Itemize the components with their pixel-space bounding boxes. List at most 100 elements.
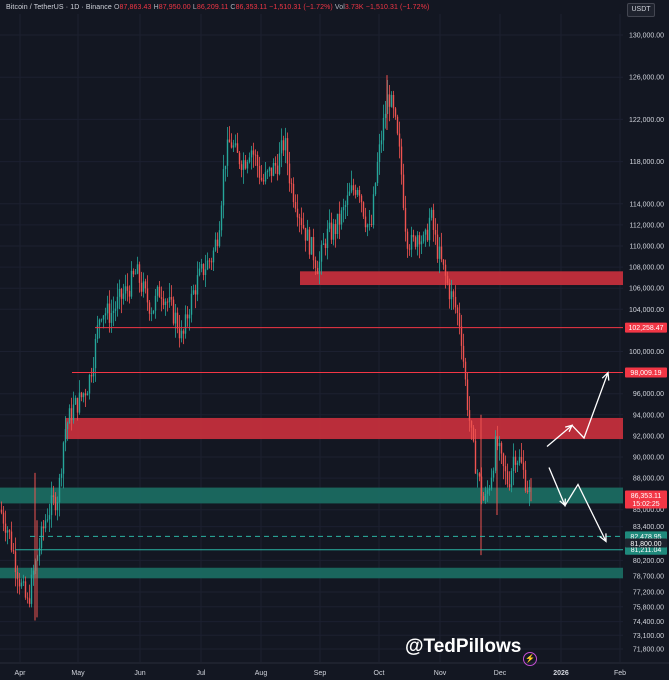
candle-body	[388, 94, 391, 107]
candle-body	[394, 108, 397, 117]
candle-body	[526, 490, 529, 493]
candle-body	[50, 495, 53, 516]
candle-body	[522, 462, 525, 470]
candle-body	[174, 312, 177, 324]
candle-body	[520, 456, 523, 463]
candle-body	[62, 442, 65, 474]
candle-body	[282, 140, 285, 151]
candle-body	[96, 325, 99, 339]
arrow-bearish	[548, 467, 607, 543]
candle-body	[416, 235, 419, 247]
candle-body	[528, 486, 531, 493]
author-watermark: @TedPillows	[405, 636, 522, 657]
axis-tag-bg	[625, 490, 667, 509]
candle-body	[244, 160, 247, 169]
candle-body	[516, 462, 519, 465]
candle-body	[400, 146, 403, 175]
candle-body	[246, 161, 249, 169]
price-tick: 104,000.00	[629, 307, 664, 314]
candle-body	[280, 140, 283, 154]
candle-body	[166, 301, 169, 303]
price-tick: 85,000.00	[633, 507, 664, 514]
volume-change: −1,510.31 (−1.72%)	[365, 4, 430, 11]
candle-body	[498, 443, 501, 447]
candle-body	[302, 224, 305, 228]
candle-body	[22, 581, 25, 583]
candle-body	[332, 223, 335, 240]
candle-body	[412, 234, 415, 238]
candle-body	[222, 169, 225, 206]
level-tag-label: 82,478.95	[630, 534, 661, 541]
candles	[0, 75, 532, 621]
candle-body	[42, 526, 45, 529]
candle-body	[456, 307, 459, 314]
candle-body	[106, 303, 109, 314]
candle-body	[224, 165, 227, 170]
candle-body	[218, 230, 221, 247]
candle-body	[188, 314, 191, 319]
candle-body	[162, 298, 165, 306]
candle-body	[40, 526, 43, 548]
price-tick: 92,000.00	[633, 433, 664, 440]
candle-body	[346, 195, 349, 206]
candle-body	[324, 243, 327, 248]
candle-body	[194, 290, 197, 295]
time-tick: Sep	[314, 670, 327, 677]
candle-body	[514, 456, 517, 465]
price-tick: 106,000.00	[629, 286, 664, 293]
candle-body	[122, 293, 125, 299]
candle-body	[432, 209, 435, 230]
time-tick: Apr	[15, 670, 27, 677]
candle-body	[318, 261, 321, 274]
candle-body	[216, 239, 219, 247]
candle-body	[76, 397, 79, 413]
candle-body	[378, 144, 381, 162]
candle-body	[454, 296, 457, 308]
candle-body	[450, 291, 453, 300]
candle-body	[236, 143, 239, 153]
candle-body	[26, 597, 29, 599]
price-tick: 122,000.00	[629, 117, 664, 124]
candle-body	[150, 313, 153, 315]
candle-body	[336, 213, 339, 235]
candle-body	[196, 275, 199, 295]
candle-body	[184, 314, 187, 334]
candle-body	[258, 165, 261, 178]
time-tick: Oct	[374, 670, 385, 677]
symbol-header: Bitcoin / TetherUS · 1D · Binance O87,86…	[6, 4, 429, 11]
candle-body	[494, 436, 497, 471]
support-zone-3	[0, 567, 623, 579]
candle-body	[64, 428, 67, 443]
candle-body	[482, 496, 485, 501]
candle-body	[248, 157, 251, 162]
time-tick: Jun	[134, 670, 145, 677]
candle-body	[6, 530, 9, 533]
price-tick: 94,000.00	[633, 412, 664, 419]
price-tick: 126,000.00	[629, 75, 664, 82]
price-tick: 100,000.00	[629, 349, 664, 356]
candle-body	[278, 153, 281, 175]
arrow-bullish-head	[601, 371, 610, 381]
candle-body	[464, 361, 467, 380]
time-tick: Dec	[494, 670, 507, 677]
level-tag-label: 98,009.19	[630, 370, 661, 377]
currency-button[interactable]: USDT	[627, 3, 655, 17]
candle-body	[94, 338, 97, 369]
open-label: O	[113, 4, 120, 11]
candle-body	[512, 456, 515, 472]
price-tick: 110,000.00	[629, 243, 664, 250]
candle-body	[74, 397, 77, 405]
candle-body	[114, 308, 117, 311]
candle-body	[486, 490, 489, 494]
level-tag-label: 81,211.04	[631, 547, 662, 554]
candle-body	[98, 319, 101, 326]
candle-body	[358, 189, 361, 196]
lightning-icon[interactable]: ⚡	[523, 652, 537, 666]
candle-body	[382, 117, 385, 141]
candle-body	[200, 264, 203, 269]
candle-body	[192, 290, 195, 294]
low-value: 86,209.11	[196, 4, 229, 11]
candle-body	[198, 268, 201, 276]
candle-body	[138, 264, 141, 283]
